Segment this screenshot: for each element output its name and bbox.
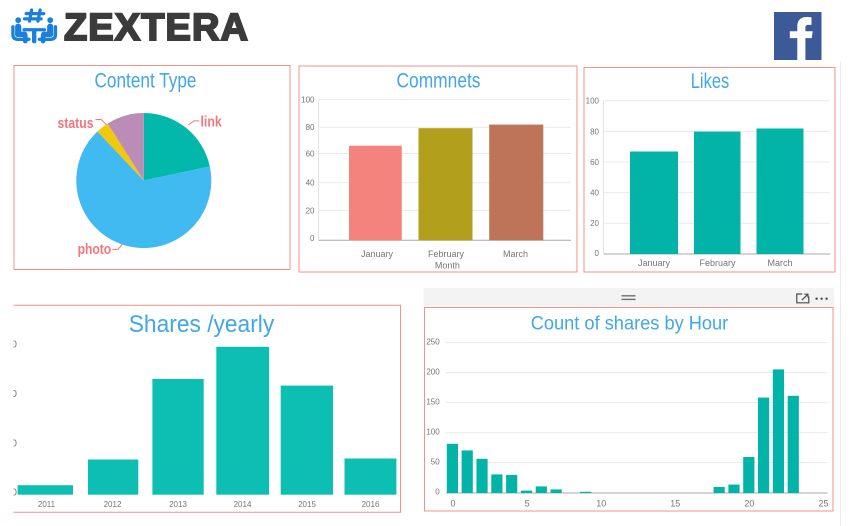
svg-text:2011: 2011 [38, 500, 56, 509]
svg-text:0: 0 [11, 339, 17, 350]
svg-text:January: January [361, 249, 394, 259]
svg-text:0: 0 [595, 249, 600, 258]
svg-text:50: 50 [431, 458, 440, 467]
svg-text:Commnets: Commnets [397, 69, 481, 92]
svg-text:February: February [699, 258, 736, 268]
svg-text:January: January [638, 258, 671, 268]
svg-text:Month: Month [435, 260, 460, 270]
svg-text:100: 100 [301, 96, 315, 105]
svg-text:February: February [428, 249, 465, 259]
svg-text:0: 0 [435, 488, 440, 497]
svg-text:20: 20 [590, 219, 599, 228]
svg-text:Shares /yearly: Shares /yearly [129, 311, 275, 338]
svg-text:Likes: Likes [691, 70, 730, 93]
svg-text:link: link [201, 114, 223, 131]
svg-text:40: 40 [306, 179, 315, 188]
svg-text:5: 5 [525, 499, 530, 509]
svg-text:Count of shares by Hour: Count of shares by Hour [531, 313, 729, 335]
svg-text:photo: photo [78, 241, 112, 258]
svg-text:status: status [58, 115, 94, 132]
svg-text:200: 200 [426, 368, 440, 377]
svg-text:2014: 2014 [234, 500, 252, 509]
svg-text:2012: 2012 [104, 500, 122, 509]
svg-text:0: 0 [11, 438, 17, 449]
svg-text:2013: 2013 [169, 500, 187, 509]
svg-text:80: 80 [306, 123, 315, 132]
svg-text:10: 10 [596, 499, 606, 509]
svg-text:0: 0 [450, 499, 455, 509]
svg-text:60: 60 [306, 149, 315, 158]
svg-text:Content Type: Content Type [95, 69, 197, 92]
svg-text:0: 0 [11, 389, 17, 400]
svg-text:0: 0 [310, 234, 315, 243]
svg-text:40: 40 [590, 189, 599, 198]
svg-text:25: 25 [818, 499, 828, 509]
svg-text:2016: 2016 [362, 500, 380, 509]
svg-text:March: March [767, 258, 792, 268]
svg-text:20: 20 [306, 206, 315, 215]
svg-text:80: 80 [590, 127, 599, 136]
svg-text:150: 150 [426, 398, 440, 407]
svg-text:0: 0 [11, 487, 17, 498]
svg-text:250: 250 [426, 338, 440, 347]
svg-text:March: March [503, 249, 528, 259]
svg-text:60: 60 [590, 158, 599, 167]
svg-text:100: 100 [426, 428, 440, 437]
svg-text:20: 20 [744, 499, 754, 509]
svg-text:ZEXTERA: ZEXTERA [64, 7, 249, 49]
svg-text:2015: 2015 [298, 500, 316, 509]
svg-text:100: 100 [586, 97, 600, 106]
svg-text:15: 15 [670, 499, 680, 509]
